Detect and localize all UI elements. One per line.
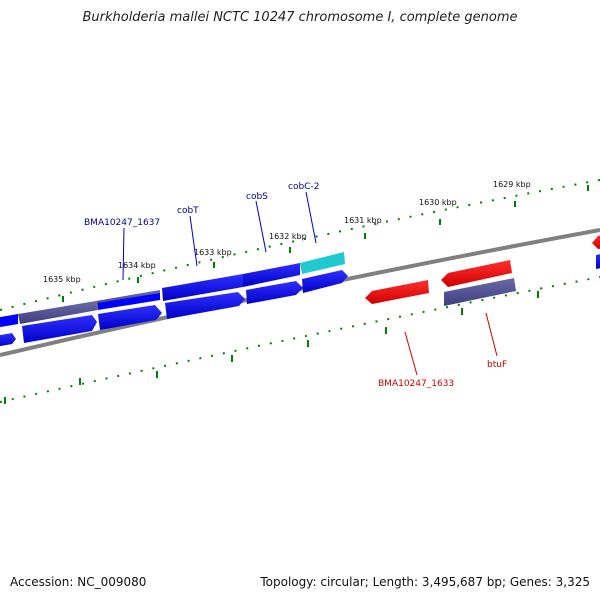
gene-labels-reverse: BMA10247_1633 btuF	[378, 360, 507, 389]
outer-tick-track	[0, 179, 600, 311]
gene-arrow	[0, 333, 16, 347]
forward-gene-row[interactable]	[0, 270, 348, 347]
map-title: Burkholderia mallei NCTC 10247 chromosom…	[82, 10, 518, 25]
gene-arrow	[592, 235, 600, 249]
cds-block	[243, 263, 300, 287]
cds-block	[596, 254, 600, 269]
gene-arrow	[246, 281, 303, 304]
gene-label: btuF	[487, 360, 507, 370]
reverse-gene-row[interactable]	[365, 234, 600, 306]
leader-lines-reverse	[404, 312, 498, 376]
gene-label: cobS	[246, 192, 268, 202]
major-ticks-outer	[62, 185, 589, 302]
scale-label: 1632 kbp	[269, 232, 307, 241]
cds-block	[18, 301, 98, 324]
accession-label: Accession:	[10, 575, 74, 589]
cds-block	[0, 314, 18, 328]
cds-block	[300, 252, 345, 274]
backbone-line	[0, 228, 600, 357]
scale-label: 1633 kbp	[194, 248, 232, 257]
scale-label: 1629 kbp	[493, 180, 531, 189]
gene-arrow	[98, 305, 162, 330]
gene-label: cobT	[177, 206, 199, 216]
gene-label: cobC-2	[288, 182, 319, 192]
gene-arrow	[365, 280, 429, 304]
inner-tick-track	[0, 276, 600, 403]
topology-text: Topology: circular; Length: 3,495,687 bp…	[260, 575, 590, 589]
gene-arrow	[302, 270, 348, 293]
major-ticks-inner	[4, 291, 539, 404]
accession-text: Accession: NC_009080	[10, 575, 146, 589]
leader-lines-forward	[122, 191, 317, 281]
scale-label: 1635 kbp	[43, 275, 81, 284]
scale-labels: 1635 kbp 1634 kbp 1633 kbp 1632 kbp 1631…	[43, 180, 531, 284]
scale-label: 1634 kbp	[118, 261, 156, 270]
gene-label: BMA10247_1637	[84, 218, 160, 228]
cds-block	[98, 293, 160, 310]
gene-label: BMA10247_1633	[378, 379, 454, 389]
gene-labels-forward: BMA10247_1637 cobT cobS cobC-2	[84, 182, 319, 228]
gene-arrow	[165, 292, 245, 319]
cds-block	[444, 278, 516, 306]
gene-arrow	[441, 260, 512, 287]
scale-label: 1630 kbp	[419, 198, 457, 207]
scale-label: 1631 kbp	[344, 216, 382, 225]
accession-value: NC_009080	[77, 575, 147, 589]
forward-cds-row[interactable]	[0, 252, 345, 328]
cds-block	[162, 274, 243, 301]
gene-arrow	[22, 315, 97, 343]
